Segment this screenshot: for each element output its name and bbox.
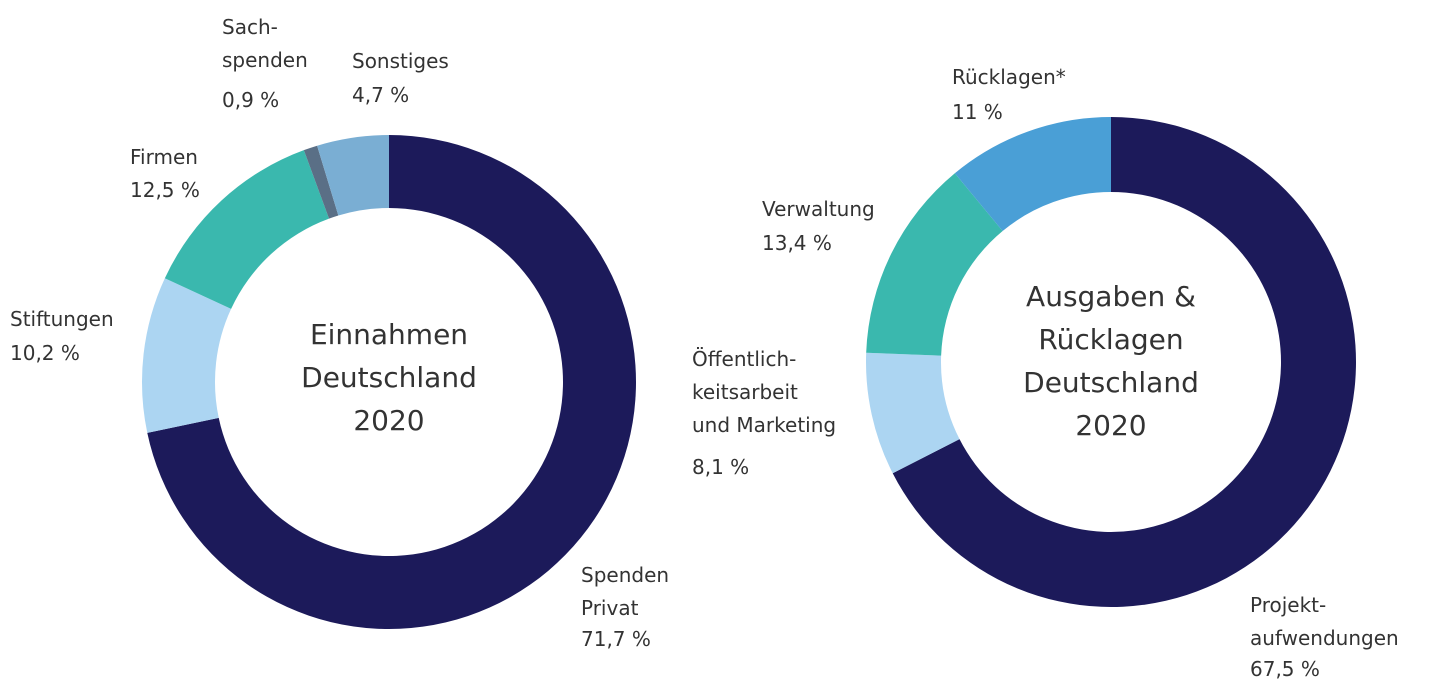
- segment-label: Rücklagen*: [952, 65, 1066, 89]
- donut-segment: [954, 117, 1111, 232]
- segment-value: 0,9 %: [222, 88, 279, 112]
- donut-segment: [866, 352, 960, 474]
- donut-segment: [147, 135, 636, 629]
- segment-label: Spenden Privat: [581, 563, 669, 620]
- segment-value: 12,5 %: [130, 178, 200, 202]
- donut-segment: [317, 135, 389, 216]
- segment-value: 4,7 %: [352, 83, 409, 107]
- center-title: Ausgaben & Rücklagen Deutschland 2020: [1023, 280, 1199, 442]
- segment-label: Verwaltung: [762, 197, 875, 221]
- segment-value: 13,4 %: [762, 231, 832, 255]
- center-title: Einnahmen Deutschland 2020: [301, 318, 477, 437]
- segment-label: Firmen: [130, 145, 198, 169]
- segment-value: 8,1 %: [692, 455, 749, 479]
- segment-value: 10,2 %: [10, 341, 80, 365]
- segment-label: Sach-spenden: [222, 15, 308, 72]
- segment-value: 71,7 %: [581, 627, 651, 651]
- donut-segment: [303, 145, 339, 219]
- segment-label: Projekt-aufwendungen: [1250, 593, 1399, 650]
- donut-segment: [866, 173, 1003, 356]
- donut-segment: [164, 150, 330, 309]
- segment-label: Öffentlich-keitsarbeit und Marketing: [692, 347, 836, 437]
- segment-value: 11 %: [952, 100, 1003, 124]
- segment-label: Sonstiges: [352, 49, 449, 73]
- segment-label: Stiftungen: [10, 307, 114, 331]
- donut-segment: [892, 117, 1356, 607]
- segment-value: 67,5 %: [1250, 657, 1320, 681]
- donut-segment: [141, 278, 232, 433]
